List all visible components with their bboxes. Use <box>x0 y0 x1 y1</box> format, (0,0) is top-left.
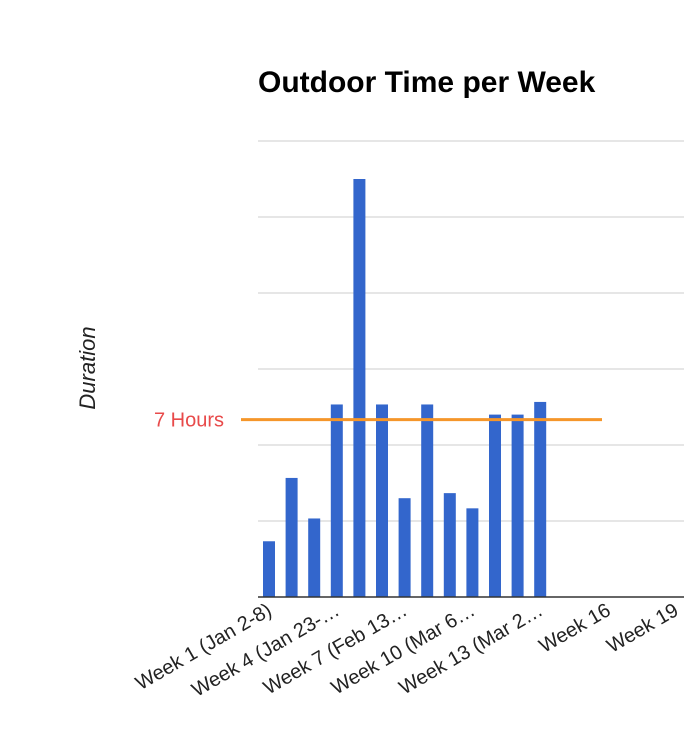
bar-9 <box>443 493 456 597</box>
gridlines <box>258 140 684 522</box>
bar-11 <box>489 414 501 597</box>
bar-8 <box>421 404 434 597</box>
bar-5 <box>353 179 366 597</box>
bar-13 <box>534 401 547 597</box>
bar-6 <box>376 404 388 597</box>
bar-7 <box>398 498 411 597</box>
x-tick-label-7: Week 19 <box>603 599 682 657</box>
bar-2 <box>285 477 298 597</box>
reference-line-label: 7 Hours <box>154 410 224 432</box>
bar-12 <box>511 414 524 597</box>
chart-title: Outdoor Time per Week <box>258 66 596 99</box>
bar-3 <box>308 518 321 597</box>
bar-1 <box>263 541 275 597</box>
x-tick-labels: Week 1 (Jan 2-8)Week 4 (Jan 23-…Week 7 (… <box>132 599 682 701</box>
y-axis-label: Duration <box>75 326 100 409</box>
x-tick-label-6: Week 16 <box>535 599 614 657</box>
bar-10 <box>466 508 479 597</box>
bars <box>263 179 547 597</box>
bar-4 <box>330 404 343 597</box>
